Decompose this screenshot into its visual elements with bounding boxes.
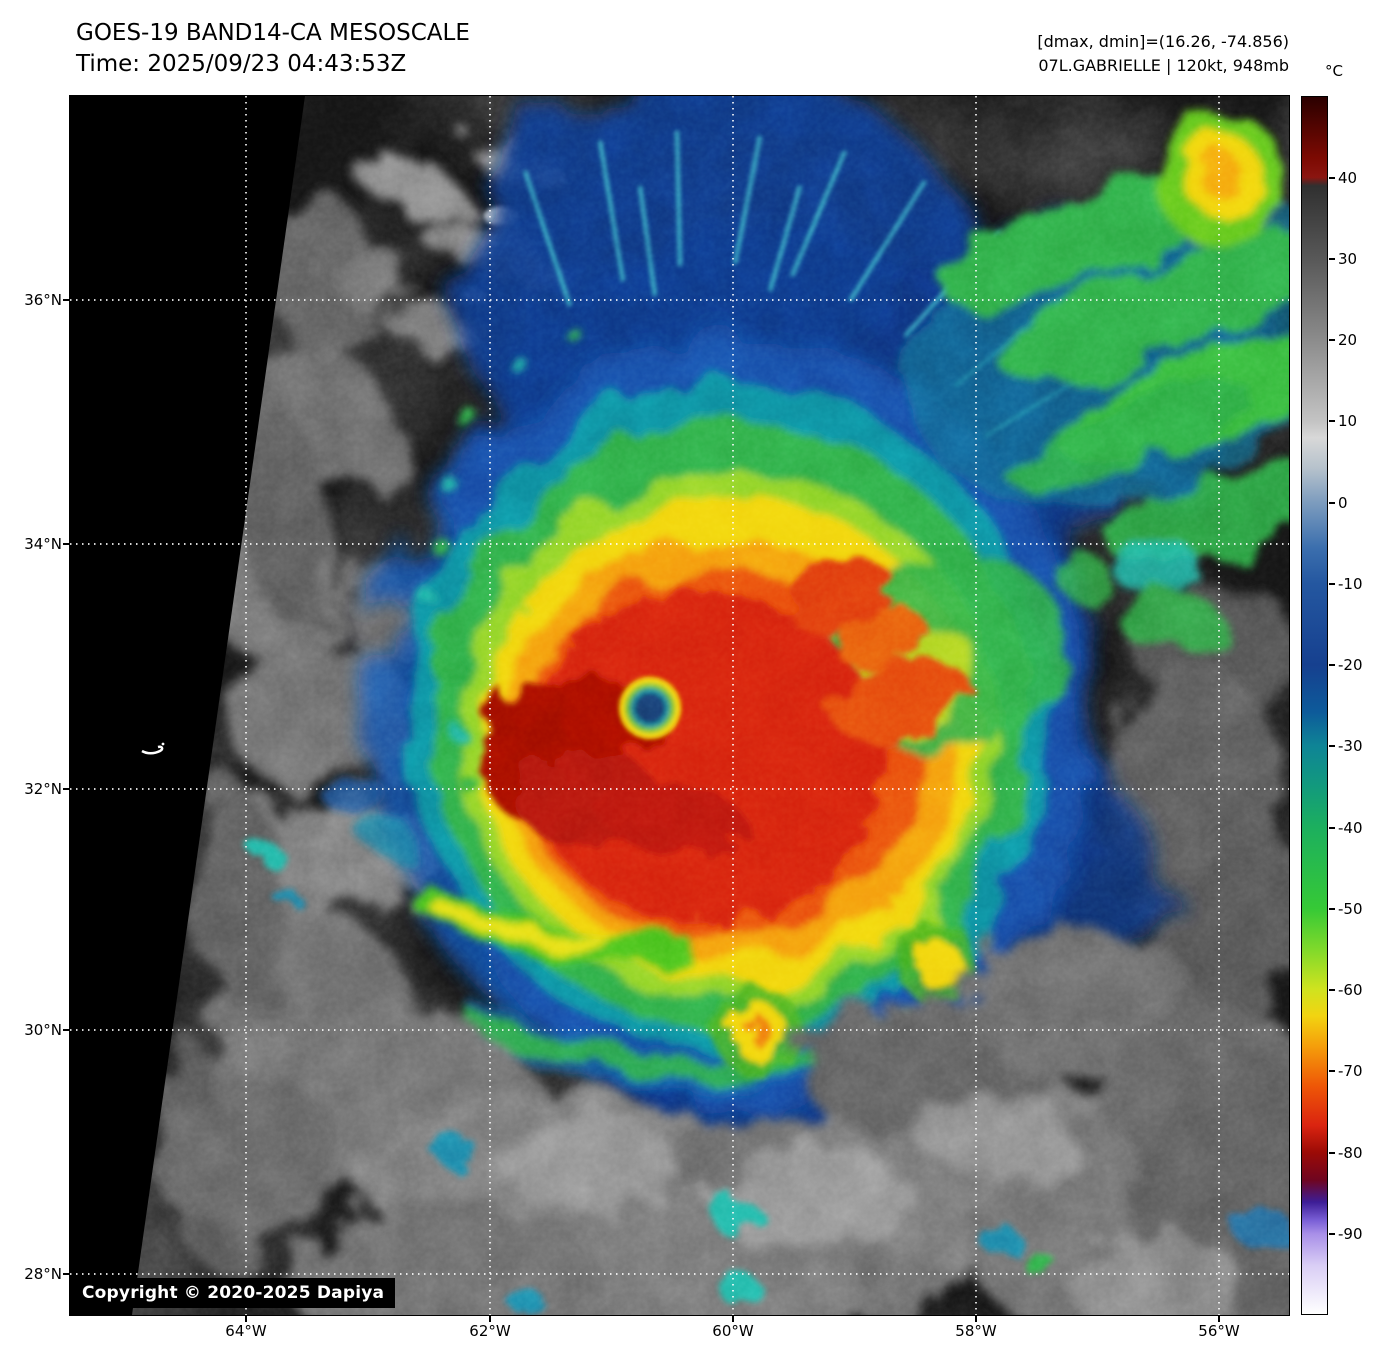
- lon-label-58w: 58°W: [955, 1322, 997, 1340]
- cbar-tick-m80: -80: [1338, 1144, 1363, 1162]
- cbar-tick-m30: -30: [1338, 737, 1363, 755]
- lon-label-62w: 62°W: [469, 1322, 511, 1340]
- storm-info: 07L.GABRIELLE | 120kt, 948mb: [1038, 56, 1289, 75]
- off-sector-black-region: [70, 96, 305, 1315]
- bermuda-island: [141, 742, 165, 755]
- cbar-tick-10: 10: [1338, 412, 1358, 430]
- cbar-tick-m20: -20: [1338, 656, 1363, 674]
- cbar-tick-20: 20: [1338, 331, 1358, 349]
- lat-label-34n: 34°N: [24, 535, 62, 553]
- lat-label-32n: 32°N: [24, 780, 62, 798]
- hurricane-ir-scene: [70, 96, 1289, 1315]
- cbar-tick-m40: -40: [1338, 819, 1363, 837]
- timestamp: Time: 2025/09/23 04:43:53Z: [76, 51, 407, 77]
- cbar-tick-40: 40: [1338, 169, 1358, 187]
- cbar-tick-0: 0: [1338, 494, 1348, 512]
- cbar-tick-m10: -10: [1338, 575, 1363, 593]
- lat-label-28n: 28°N: [24, 1265, 62, 1283]
- lat-label-36n: 36°N: [24, 291, 62, 309]
- cbar-tick-m60: -60: [1338, 981, 1363, 999]
- cbar-tick-30: 30: [1338, 250, 1358, 268]
- product-title: GOES-19 BAND14-CA MESOSCALE: [76, 20, 470, 46]
- cbar-tick-m90: -90: [1338, 1225, 1363, 1243]
- header-right: [dmax, dmin]=(16.26, -74.856) 07L.GABRIE…: [1037, 30, 1289, 78]
- cbar-tick-m50: -50: [1338, 900, 1363, 918]
- lat-label-30n: 30°N: [24, 1021, 62, 1039]
- lon-label-56w: 56°W: [1198, 1322, 1240, 1340]
- lon-label-60w: 60°W: [712, 1322, 754, 1340]
- lon-label-64w: 64°W: [225, 1322, 267, 1340]
- copyright-label: Copyright © 2020-2025 Dapiya: [71, 1278, 396, 1308]
- cbar-tick-m70: -70: [1338, 1062, 1363, 1080]
- header-left: GOES-19 BAND14-CA MESOSCALE Time: 2025/0…: [76, 18, 470, 80]
- colorbar-unit: °C: [1325, 62, 1343, 80]
- dmax-dmin-readout: [dmax, dmin]=(16.26, -74.856): [1037, 32, 1289, 51]
- temperature-colorbar: [1301, 96, 1328, 1315]
- satellite-image: Copyright © 2020-2025 Dapiya: [69, 95, 1290, 1316]
